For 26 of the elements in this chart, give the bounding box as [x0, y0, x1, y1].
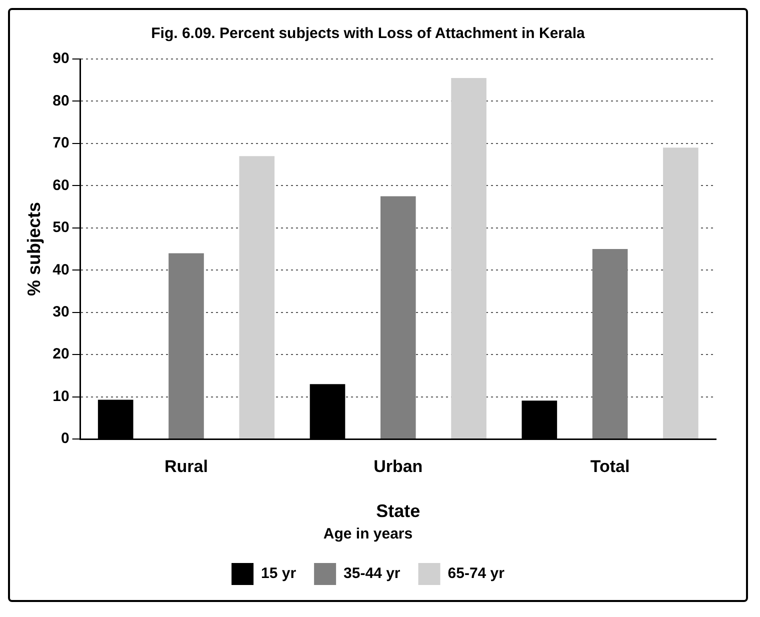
x-tick-label: Total	[590, 456, 630, 476]
y-tick-label: 0	[60, 430, 70, 448]
legend-label: 15 yr	[261, 565, 296, 582]
y-tick-label: 10	[52, 388, 70, 405]
y-axis-title: % subjects	[24, 202, 44, 296]
bar	[168, 253, 204, 438]
legend-label: 65-74 yr	[448, 565, 505, 582]
y-tick-label: 60	[52, 176, 70, 194]
y-tick-label: 40	[52, 261, 70, 278]
y-tick-label: 20	[52, 346, 70, 363]
x-axis-title: State	[376, 501, 420, 522]
x-tick-label: Rural	[164, 456, 208, 476]
y-tick-label: 30	[52, 303, 70, 320]
bar	[239, 156, 275, 438]
bar	[380, 196, 416, 438]
legend-title: Age in years	[323, 526, 413, 543]
x-tick-label: Urban	[374, 456, 423, 476]
bar	[592, 249, 628, 438]
legend-label: 35-44 yr	[344, 565, 400, 582]
chart-title: Fig. 6.09. Percent subjects with Loss of Attachment in Kerala	[151, 25, 586, 42]
y-tick-label: 70	[52, 134, 70, 152]
y-tick-label: 90	[52, 50, 70, 68]
bar	[451, 78, 486, 438]
bar	[663, 148, 698, 438]
y-tick-label: 80	[52, 92, 70, 110]
y-tick-label: 50	[52, 219, 70, 236]
